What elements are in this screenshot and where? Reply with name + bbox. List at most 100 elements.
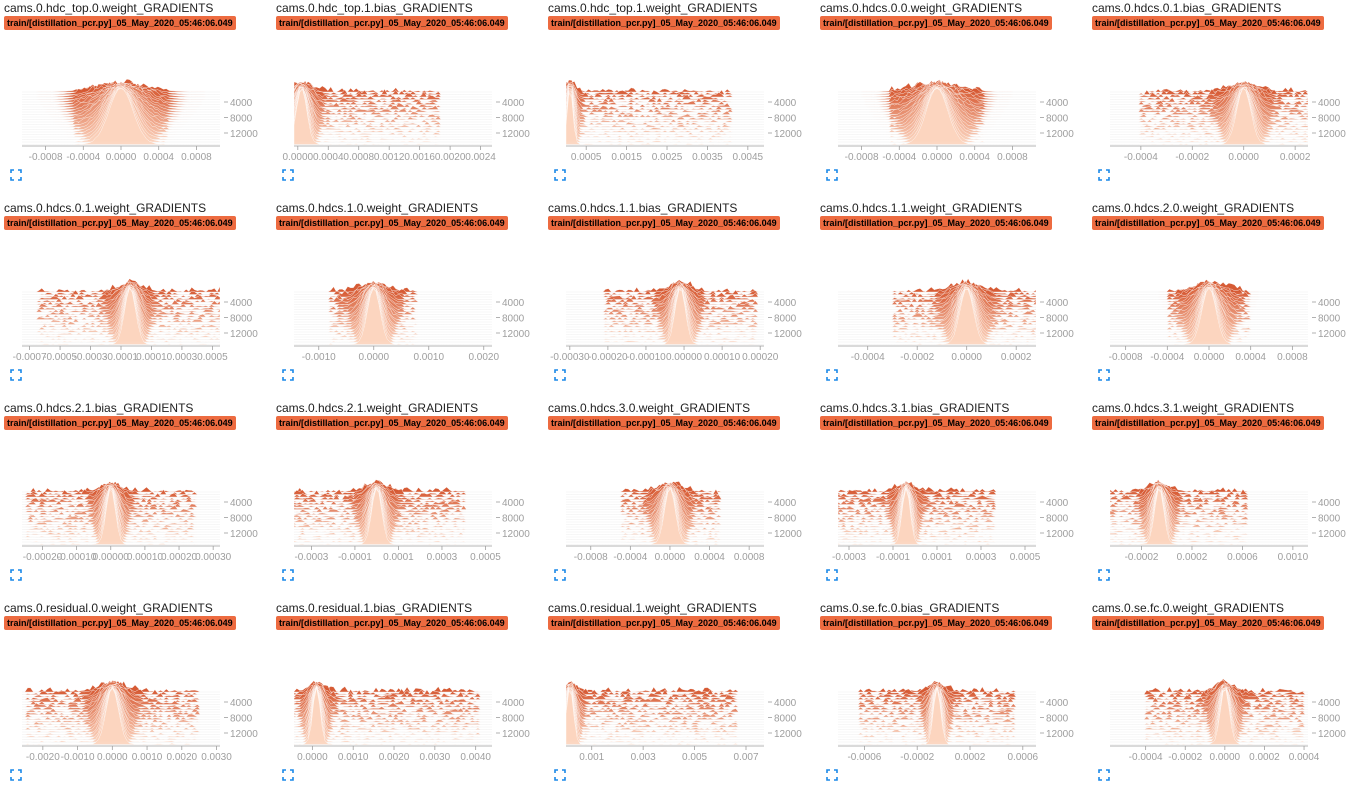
run-tag-badge[interactable]: train/[distillation_pcr.py]_05_May_2020_… (548, 416, 780, 430)
histogram-slice (1110, 683, 1308, 708)
histogram-slice (1110, 87, 1309, 143)
x-tick-label: -0.00020 (23, 552, 63, 560)
x-tick-label: 0.0010 (413, 352, 444, 360)
run-tag-badge[interactable]: train/[distillation_pcr.py]_05_May_2020_… (1092, 216, 1324, 230)
chart-title: cams.0.hdc_top.1.bias_GRADIENTS (276, 1, 473, 15)
x-tick-label: -0.0005 (43, 352, 77, 360)
y-tick-label: 4000 (502, 298, 525, 309)
y-tick-label: 8000 (502, 714, 525, 725)
y-tick-label: 4000 (502, 498, 525, 509)
histogram-plot: -0.0008 -0.0004 0.0000 0.0004 0.0008 4000 8000… (22, 78, 258, 160)
histogram-plot: -0.0003 -0.0001 0.0001 0.0003 0.0005 4000 8000… (832, 481, 1074, 560)
histogram-slice (1110, 683, 1308, 705)
histogram-slice (294, 285, 492, 323)
y-tick-label: 4000 (1318, 498, 1341, 509)
histogram-slice (838, 285, 1037, 313)
expand-icon[interactable] (10, 369, 22, 381)
chart-title: cams.0.residual.1.weight_GRADIENTS (548, 601, 757, 615)
run-tag-badge[interactable]: train/[distillation_pcr.py]_05_May_2020_… (276, 16, 508, 30)
histogram-card: cams.0.residual.0.weight_GRADIENTS train/… (0, 600, 272, 800)
histogram-slice (838, 289, 1037, 345)
x-tick-label: -0.0008 (574, 552, 608, 560)
expand-icon[interactable] (554, 569, 566, 581)
x-tick-label: 0.0024 (465, 152, 496, 160)
expand-icon[interactable] (282, 769, 294, 781)
run-tag-badge[interactable]: train/[distillation_pcr.py]_05_May_2020_… (548, 216, 780, 230)
histogram-slice (22, 482, 220, 500)
expand-icon[interactable] (1098, 169, 1110, 181)
expand-icon[interactable] (1098, 769, 1110, 781)
expand-icon[interactable] (826, 569, 838, 581)
expand-icon[interactable] (282, 569, 294, 581)
histogram-slice (565, 690, 764, 745)
y-tick-label: 8000 (502, 314, 525, 325)
x-tick-label: 0.0020 (379, 752, 410, 760)
histogram-slice (566, 283, 764, 315)
expand-icon[interactable] (554, 769, 566, 781)
expand-icon[interactable] (554, 169, 566, 181)
run-tag-badge[interactable]: train/[distillation_pcr.py]_05_May_2020_… (276, 216, 508, 230)
histogram-slice (837, 483, 1036, 503)
y-tick-label: 12000 (502, 329, 530, 340)
x-tick-label: 0.0008 (1277, 352, 1308, 360)
histogram-slice (837, 487, 1036, 543)
histogram-slice (565, 686, 764, 725)
run-tag-badge[interactable]: train/[distillation_pcr.py]_05_May_2020_… (548, 616, 780, 630)
expand-icon[interactable] (554, 369, 566, 381)
run-tag-badge[interactable]: train/[distillation_pcr.py]_05_May_2020_… (1092, 416, 1324, 430)
expand-icon[interactable] (282, 369, 294, 381)
y-tick-label: 4000 (1046, 98, 1069, 109)
expand-icon[interactable] (1098, 569, 1110, 581)
run-tag-badge[interactable]: train/[distillation_pcr.py]_05_May_2020_… (4, 616, 236, 630)
histogram-slice (837, 488, 1036, 545)
run-tag-badge[interactable]: train/[distillation_pcr.py]_05_May_2020_… (820, 616, 1052, 630)
histogram-slice (566, 286, 764, 335)
expand-icon[interactable] (826, 369, 838, 381)
y-tick-label: 12000 (774, 329, 802, 340)
x-tick-label: -0.0004 (66, 152, 100, 160)
y-tick-label: 4000 (230, 698, 253, 709)
x-tick-label: 0.001 (579, 752, 604, 760)
run-tag-badge[interactable]: train/[distillation_pcr.py]_05_May_2020_… (4, 416, 236, 430)
run-tag-badge[interactable]: train/[distillation_pcr.py]_05_May_2020_… (4, 216, 236, 230)
run-tag-badge[interactable]: train/[distillation_pcr.py]_05_May_2020_… (820, 16, 1052, 30)
run-tag-badge[interactable]: train/[distillation_pcr.py]_05_May_2020_… (548, 16, 780, 30)
run-tag-badge[interactable]: train/[distillation_pcr.py]_05_May_2020_… (820, 416, 1052, 430)
x-tick-label: 0.0000 (358, 352, 389, 360)
chart-title: cams.0.se.fc.0.weight_GRADIENTS (1092, 601, 1285, 615)
histogram-slice (1110, 688, 1308, 735)
x-tick-label: 0.0040 (460, 752, 491, 760)
run-tag-badge[interactable]: train/[distillation_pcr.py]_05_May_2020_… (276, 416, 508, 430)
x-tick-label: 0.0030 (420, 752, 451, 760)
run-tag-badge[interactable]: train/[distillation_pcr.py]_05_May_2020_… (276, 616, 508, 630)
histogram-slice (565, 687, 764, 728)
expand-icon[interactable] (10, 569, 22, 581)
histogram-card: cams.0.hdc_top.1.bias_GRADIENTS train/[di… (272, 0, 544, 200)
histogram-plot: -0.0010 0.0000 0.0010 0.0020 4000 8000 12000 (294, 280, 530, 360)
histogram-slice (1110, 87, 1309, 138)
y-tick-label: 8000 (1318, 514, 1341, 525)
histogram-slice (293, 479, 492, 498)
expand-icon[interactable] (826, 769, 838, 781)
run-tag-badge[interactable]: train/[distillation_pcr.py]_05_May_2020_… (820, 216, 1052, 230)
y-tick-label: 4000 (774, 98, 797, 109)
expand-icon[interactable] (826, 169, 838, 181)
chart-title: cams.0.se.fc.0.bias_GRADIENTS (820, 601, 1000, 615)
run-tag-badge[interactable]: train/[distillation_pcr.py]_05_May_2020_… (1092, 16, 1324, 30)
expand-icon[interactable] (1098, 369, 1110, 381)
x-tick-label: 0.0002 (1177, 552, 1208, 560)
x-tick-label: 0.0030 (201, 752, 232, 760)
run-tag-badge[interactable]: train/[distillation_pcr.py]_05_May_2020_… (1092, 616, 1324, 630)
histogram-slice (838, 287, 1037, 340)
histogram-plot: 0.001 0.003 0.005 0.007 4000 8000 12000 (565, 681, 802, 760)
expand-icon[interactable] (282, 169, 294, 181)
y-tick-label: 4000 (774, 298, 797, 309)
run-tag-badge[interactable]: train/[distillation_pcr.py]_05_May_2020_… (4, 16, 236, 30)
histogram-slice (838, 281, 1037, 305)
expand-icon[interactable] (10, 169, 22, 181)
histogram-slice (837, 487, 1036, 535)
x-tick-label: 0.0004 (143, 152, 174, 160)
histogram-card: cams.0.hdcs.1.0.weight_GRADIENTS train/[d… (272, 200, 544, 400)
expand-icon[interactable] (10, 769, 22, 781)
x-tick-label: 0.005 (682, 752, 707, 760)
